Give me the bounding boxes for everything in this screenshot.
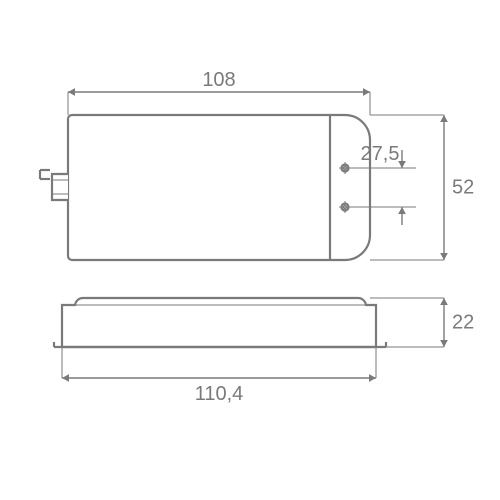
dimension-label: 22 (452, 312, 474, 334)
dimension-label: 108 (202, 69, 235, 91)
cable-clip (52, 174, 68, 200)
dimension-label: 110,4 (195, 383, 244, 405)
top-view-body (68, 115, 370, 260)
dimension-label: 52 (452, 177, 474, 199)
dimension-label: 27,5 (361, 143, 400, 165)
